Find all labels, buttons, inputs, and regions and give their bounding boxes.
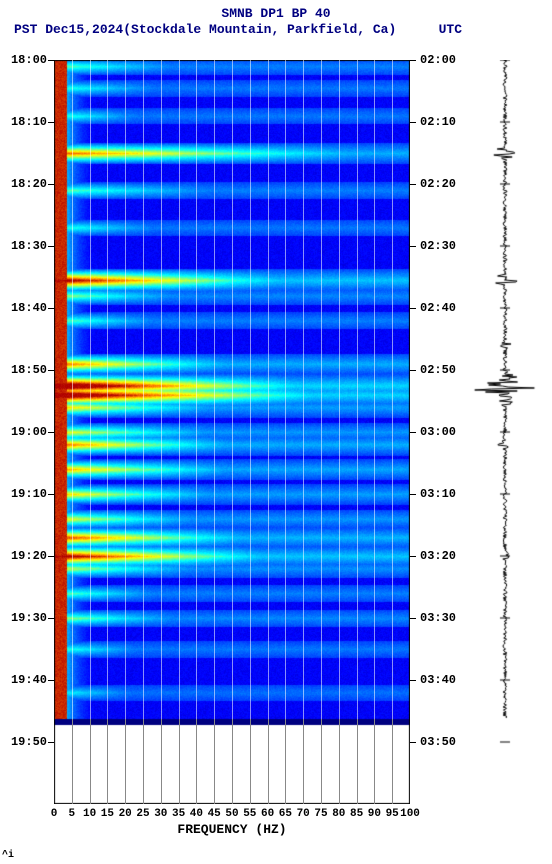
gridline bbox=[161, 719, 162, 804]
gridline bbox=[214, 60, 215, 719]
gridline bbox=[339, 719, 340, 804]
gridline bbox=[303, 60, 304, 719]
y-tick-left: 18:00 bbox=[7, 53, 47, 67]
y-tick-right: 03:30 bbox=[420, 611, 456, 625]
gridline bbox=[196, 60, 197, 719]
spectrogram-panel bbox=[54, 60, 410, 804]
tick-mark bbox=[410, 308, 416, 309]
y-tick-left: 19:50 bbox=[7, 735, 47, 749]
gridline bbox=[303, 719, 304, 804]
tick-mark bbox=[48, 618, 54, 619]
y-tick-left: 19:20 bbox=[7, 549, 47, 563]
tick-mark bbox=[48, 742, 54, 743]
tick-mark bbox=[48, 680, 54, 681]
tick-mark bbox=[48, 122, 54, 123]
gridline bbox=[125, 719, 126, 804]
gridline bbox=[374, 719, 375, 804]
tick-mark bbox=[48, 60, 54, 61]
gridline bbox=[357, 60, 358, 719]
tick-mark bbox=[410, 494, 416, 495]
tick-mark bbox=[410, 122, 416, 123]
y-tick-right: 02:00 bbox=[420, 53, 456, 67]
gridline bbox=[357, 719, 358, 804]
gridline bbox=[72, 719, 73, 804]
tick-mark bbox=[410, 246, 416, 247]
seismogram-canvas bbox=[470, 60, 540, 804]
tick-mark bbox=[410, 742, 416, 743]
y-tick-right: 02:40 bbox=[420, 301, 456, 315]
gridline bbox=[321, 719, 322, 804]
tick-mark bbox=[410, 370, 416, 371]
y-tick-left: 19:40 bbox=[7, 673, 47, 687]
gridline bbox=[90, 719, 91, 804]
seismogram-panel bbox=[470, 60, 540, 804]
y-tick-right: 03:40 bbox=[420, 673, 456, 687]
y-tick-right: 03:00 bbox=[420, 425, 456, 439]
y-tick-right: 03:20 bbox=[420, 549, 456, 563]
tick-mark bbox=[410, 184, 416, 185]
gridline bbox=[143, 60, 144, 719]
x-axis-title: FREQUENCY (HZ) bbox=[54, 822, 410, 837]
tick-mark bbox=[410, 618, 416, 619]
gridline bbox=[179, 60, 180, 719]
y-tick-right: 02:30 bbox=[420, 239, 456, 253]
y-tick-left: 18:10 bbox=[7, 115, 47, 129]
gridline bbox=[90, 60, 91, 719]
tick-mark bbox=[48, 370, 54, 371]
gridline bbox=[107, 719, 108, 804]
y-tick-left: 19:30 bbox=[7, 611, 47, 625]
y-tick-left: 18:30 bbox=[7, 239, 47, 253]
y-tick-right: 02:10 bbox=[420, 115, 456, 129]
gridline bbox=[250, 60, 251, 719]
gridline bbox=[214, 719, 215, 804]
tick-mark bbox=[410, 680, 416, 681]
y-tick-right: 02:50 bbox=[420, 363, 456, 377]
y-tick-left: 19:00 bbox=[7, 425, 47, 439]
tick-mark bbox=[48, 246, 54, 247]
tick-mark bbox=[48, 494, 54, 495]
footer-mark: ^i bbox=[2, 850, 14, 861]
gridline bbox=[268, 719, 269, 804]
gridline bbox=[250, 719, 251, 804]
y-tick-left: 19:10 bbox=[7, 487, 47, 501]
gridlines-container bbox=[54, 60, 410, 804]
gridline bbox=[392, 60, 393, 719]
tick-mark bbox=[48, 308, 54, 309]
gridline bbox=[321, 60, 322, 719]
gridline bbox=[179, 719, 180, 804]
seismic-spectrogram-plot: SMNB DP1 BP 40 PST Dec15,2024(Stockdale … bbox=[0, 0, 552, 864]
gridline bbox=[339, 60, 340, 719]
y-tick-left: 18:20 bbox=[7, 177, 47, 191]
gridline bbox=[392, 719, 393, 804]
gridline bbox=[232, 60, 233, 719]
plot-subtitle-left: PST Dec15,2024(Stockdale Mountain, Parkf… bbox=[14, 22, 396, 37]
gridline bbox=[161, 60, 162, 719]
gridline bbox=[72, 60, 73, 719]
y-tick-left: 18:50 bbox=[7, 363, 47, 377]
gridline bbox=[125, 60, 126, 719]
tick-mark bbox=[410, 556, 416, 557]
gridline bbox=[268, 60, 269, 719]
y-tick-right: 02:20 bbox=[420, 177, 456, 191]
gridline bbox=[374, 60, 375, 719]
gridline bbox=[232, 719, 233, 804]
tick-mark bbox=[48, 432, 54, 433]
gridline bbox=[285, 719, 286, 804]
gridline bbox=[143, 719, 144, 804]
gridline bbox=[285, 60, 286, 719]
gridline bbox=[107, 60, 108, 719]
tick-mark bbox=[48, 184, 54, 185]
tick-mark bbox=[48, 556, 54, 557]
y-tick-left: 18:40 bbox=[7, 301, 47, 315]
tick-mark bbox=[410, 432, 416, 433]
gridline bbox=[196, 719, 197, 804]
x-tick: 100 bbox=[400, 808, 420, 820]
plot-subtitle-right: UTC bbox=[439, 22, 462, 37]
plot-title: SMNB DP1 BP 40 bbox=[0, 6, 552, 21]
y-tick-right: 03:50 bbox=[420, 735, 456, 749]
tick-mark bbox=[410, 60, 416, 61]
y-tick-right: 03:10 bbox=[420, 487, 456, 501]
